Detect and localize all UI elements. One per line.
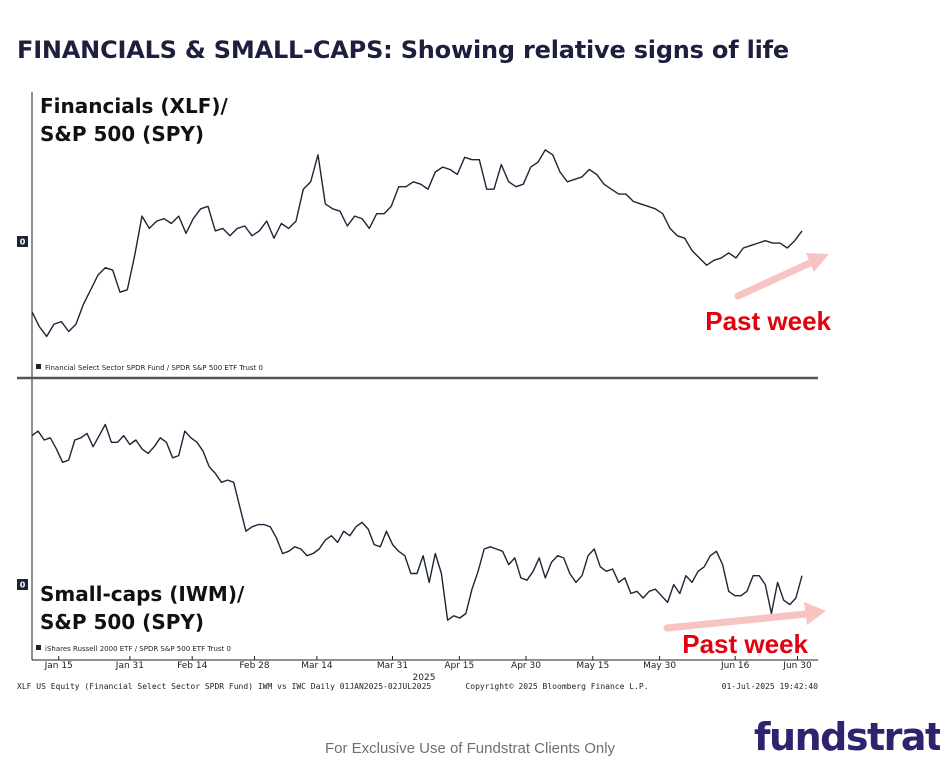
x-tick-label: Jan 31 <box>115 661 144 671</box>
x-axis-ticks: Jan 15 Jan 31 Feb 14 Feb 28 Mar 14 Mar 31 Apr … <box>44 656 812 671</box>
top-zero-label: 0 <box>20 238 26 247</box>
top-legend-swatch <box>36 364 41 369</box>
top-trend-arrow-head <box>806 253 829 272</box>
bottom-legend-text: iShares Russell 2000 ETF / SPDR S&P 500 … <box>45 645 231 653</box>
bottom-past-week-label: Past week <box>682 629 808 659</box>
series-line-iwm-spy <box>31 423 803 621</box>
bottom-trend-arrow-shaft <box>663 610 810 632</box>
slide-title: FINANCIALS & SMALL-CAPS: Showing relativ… <box>17 36 789 64</box>
bottom-zero-label: 0 <box>20 581 26 590</box>
bottom-legend-swatch <box>36 645 41 650</box>
x-tick-label: Mar 14 <box>301 661 333 671</box>
x-tick-label: Mar 31 <box>377 661 408 671</box>
x-tick-label: Feb 28 <box>239 661 270 671</box>
top-zero-marker <box>17 236 28 247</box>
footer-left: XLF US Equity (Financial Select Sector S… <box>17 682 431 691</box>
top-panel-title-line2: S&P 500 (SPY) <box>40 122 204 146</box>
top-legend-text: Financial Select Sector SPDR Fund / SPDR… <box>45 364 263 372</box>
bottom-trend-arrow-head <box>804 602 826 625</box>
fundstrat-logo: fundstrat <box>754 715 940 759</box>
footer-center: Copyright© 2025 Bloomberg Finance L.P. <box>465 682 648 691</box>
x-tick-label: Feb 14 <box>177 661 208 671</box>
footer-right: 01-Jul-2025 19:42:40 <box>722 682 819 691</box>
x-axis-year-label: 2025 <box>413 673 436 683</box>
bottom-panel-title-line2: S&P 500 (SPY) <box>40 610 204 634</box>
top-panel-title-line1: Financials (XLF)/ <box>40 94 229 118</box>
x-tick-label: Jan 15 <box>44 661 73 671</box>
x-tick-label: May 15 <box>576 661 609 671</box>
top-past-week-label: Past week <box>705 306 831 336</box>
x-tick-label: Apr 15 <box>444 661 474 671</box>
bottom-zero-marker <box>17 579 28 590</box>
x-tick-label: Apr 30 <box>511 661 541 671</box>
x-tick-label: May 30 <box>643 661 676 671</box>
x-tick-label: Jun 16 <box>720 661 750 671</box>
bottom-panel-title-line1: Small-caps (IWM)/ <box>40 582 245 606</box>
top-trend-arrow-shaft <box>734 258 816 300</box>
x-tick-label: Jun 30 <box>782 661 812 671</box>
series-line-xlf-spy <box>31 149 803 338</box>
disclaimer: For Exclusive Use of Fundstrat Clients O… <box>324 740 616 757</box>
